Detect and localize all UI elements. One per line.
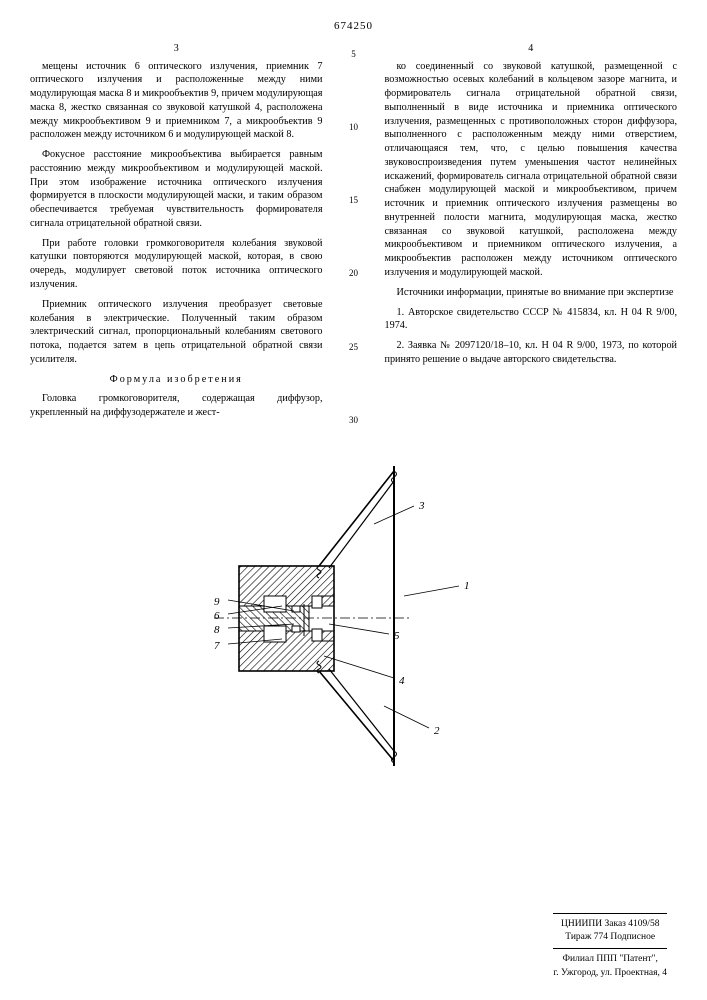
fig-label: 4 [399,675,405,687]
sources-title: Источники информации, принятые во вниман… [385,286,678,300]
para: Приемник оптического излучения преобразу… [30,298,323,367]
fig-label: 5 [394,630,400,642]
footer-order: ЦНИИПИ Заказ 4109/58 [561,919,659,929]
page: 674250 3 мещены источник 6 оптического и… [0,0,707,846]
para: Фокусное расстояние микрообъектива выбир… [30,148,323,231]
line-marker: 5 [347,48,361,60]
footer-branch: Филиал ППП "Патент", [563,954,658,964]
formula-title: Формула изобретения [30,373,323,387]
fig-label: 7 [214,640,220,652]
figure-area: 1 2 3 4 5 6 7 8 9 [30,446,677,826]
fig-label: 6 [214,610,220,622]
fig-label: 9 [214,596,220,608]
col-num-right: 4 [385,42,678,56]
footer-tirage: Тираж 774 Подписное [565,932,655,942]
para: мещены источник 6 оптического излучения,… [30,60,323,143]
footer-address: г. Ужгород, ул. Проектная, 4 [553,968,667,978]
line-marker: 30 [347,414,361,426]
left-column: 3 мещены источник 6 оптического излучени… [30,42,323,426]
formula-text: Головка громкоговорителя, содержащая диф… [30,392,323,420]
fig-label: 2 [434,725,440,737]
right-column: 4 ко соединенный со звуковой катушкой, р… [385,42,678,426]
loudspeaker-diagram: 1 2 3 4 5 6 7 8 9 [184,446,524,786]
line-marker: 10 [347,121,361,133]
line-marker: 25 [347,341,361,353]
para: При работе головки громкоговорителя коле… [30,237,323,292]
col-num-left: 3 [30,42,323,56]
footer: ЦНИИПИ Заказ 4109/58 Тираж 774 Подписное… [553,907,667,980]
line-marker: 15 [347,194,361,206]
fig-label: 1 [464,580,470,592]
patent-number: 674250 [30,20,677,32]
line-numbers: 5 10 15 20 25 30 [347,42,361,426]
para: ко соединенный со звуковой катушкой, раз… [385,60,678,280]
fig-label: 8 [214,624,220,636]
line-marker: 20 [347,267,361,279]
source-item: 2. Заявка № 2097120/18–10, кл. H 04 R 9/… [385,339,678,367]
text-columns: 3 мещены источник 6 оптического излучени… [30,42,677,426]
fig-label: 3 [418,500,425,512]
source-item: 1. Авторское свидетельство СССР № 415834… [385,306,678,334]
